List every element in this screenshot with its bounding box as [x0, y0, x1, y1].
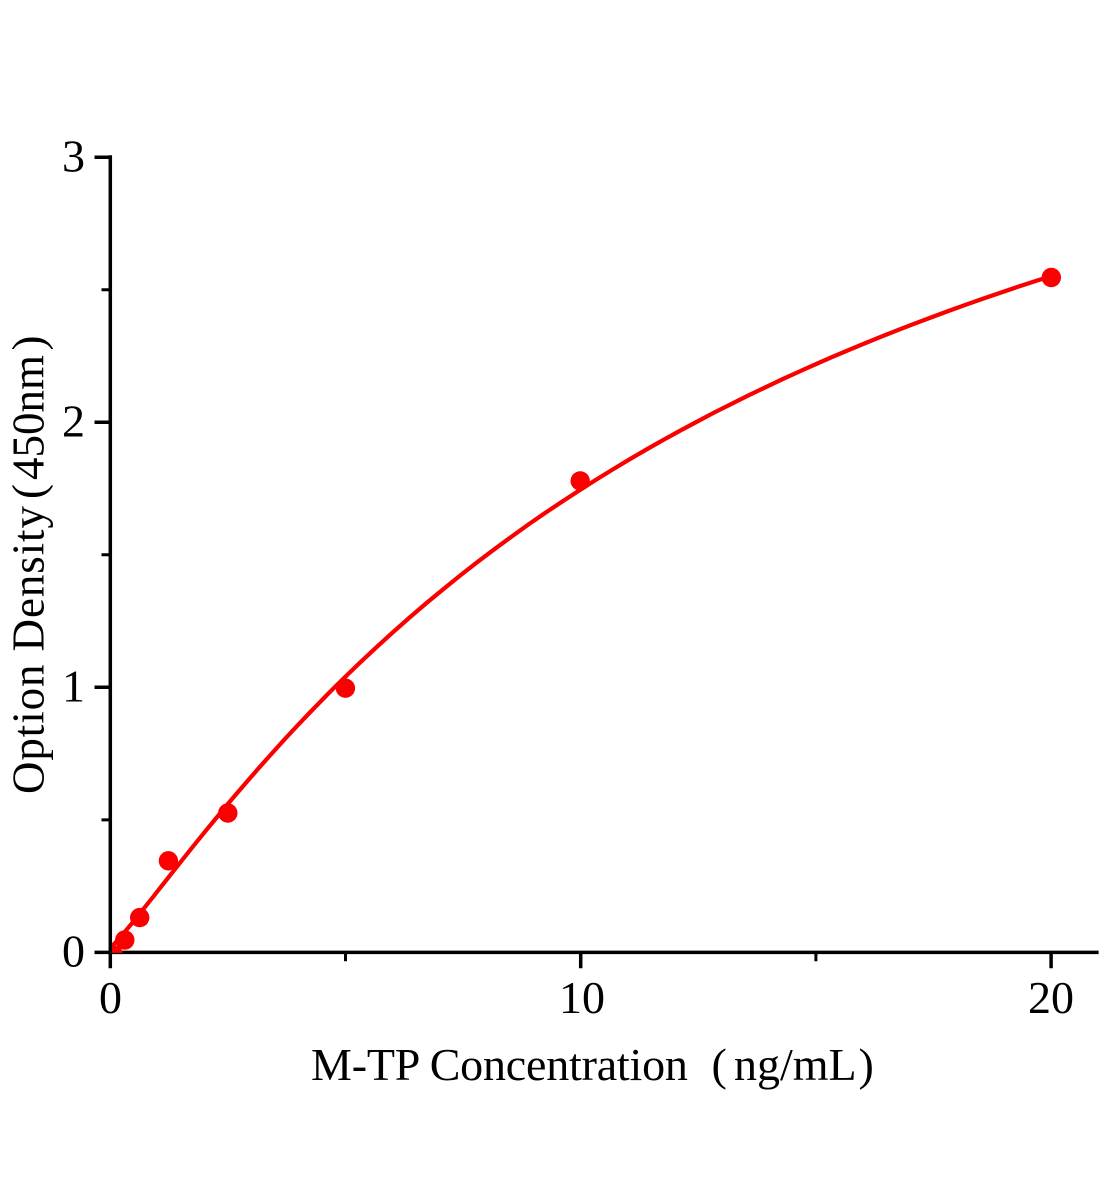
svg-text:3: 3: [62, 131, 85, 182]
svg-text:10: 10: [559, 972, 605, 1023]
svg-text:): ): [4, 336, 54, 351]
svg-text:0: 0: [99, 972, 122, 1023]
svg-text:Option Density: Option Density: [4, 505, 54, 794]
svg-text:ng/mL: ng/mL: [734, 1039, 857, 1090]
svg-text:20: 20: [1028, 972, 1074, 1023]
svg-text:1: 1: [62, 661, 85, 712]
svg-text:(: (: [4, 484, 54, 499]
svg-text:(: (: [712, 1039, 727, 1090]
svg-text:0: 0: [62, 926, 85, 977]
svg-text:450nm: 450nm: [4, 355, 54, 480]
svg-text:M-TP Concentration: M-TP Concentration: [311, 1039, 688, 1090]
svg-text:): ): [859, 1039, 874, 1090]
svg-text:2: 2: [62, 396, 85, 447]
